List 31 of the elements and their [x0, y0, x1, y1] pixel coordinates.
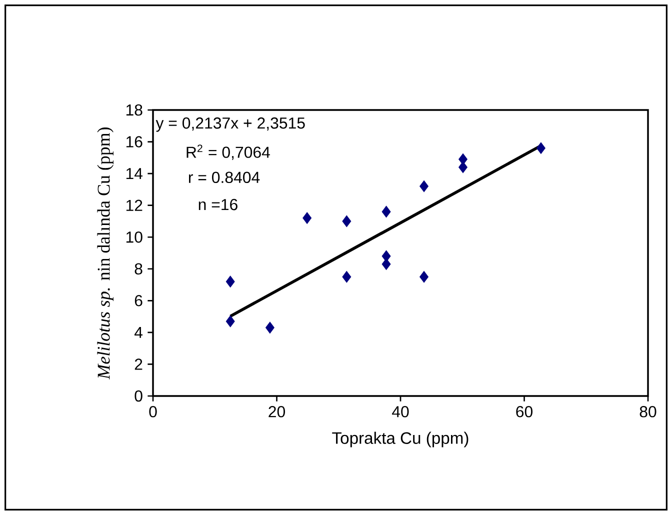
annotation: R$^{2}$ = 0,7064 [186, 144, 270, 160]
annotation: y = 0,2137x + 2,3515 [156, 117, 305, 132]
point [536, 142, 546, 154]
y-tick-label: 14 [126, 168, 143, 180]
x-tick-label: 40 [392, 406, 409, 418]
point [265, 322, 274, 334]
point [226, 276, 235, 288]
y-tick-label: 18 [126, 104, 142, 116]
y-tick-label: 8 [134, 263, 142, 275]
point [420, 270, 428, 283]
x-tick-label: 20 [268, 406, 286, 418]
point [342, 270, 352, 283]
y-axis-title: Melilotus sp. nin dalında Cu (ppm) [97, 128, 114, 380]
annotation: n =16 [198, 198, 238, 210]
y-tick-label: 0 [134, 390, 142, 402]
point [420, 180, 428, 192]
point [226, 315, 235, 328]
y-tick-label: 10 [126, 231, 142, 243]
y-tick-label: 16 [126, 136, 142, 148]
point [382, 206, 391, 218]
annotation: r = 0.8404 [188, 172, 260, 184]
y-tick-label: 6 [134, 295, 142, 306]
x-tick-label: 80 [640, 406, 656, 418]
y-tick-label: 4 [134, 326, 143, 338]
y-tick-label: 2 [134, 358, 142, 370]
y-tick-label: 12 [126, 200, 142, 211]
x-tick-label: 0 [149, 406, 157, 418]
x-axis-title: Toprakta Cu (ppm) [332, 432, 468, 448]
point [342, 215, 352, 228]
point [302, 212, 312, 224]
x-tick-label: 60 [516, 406, 532, 418]
